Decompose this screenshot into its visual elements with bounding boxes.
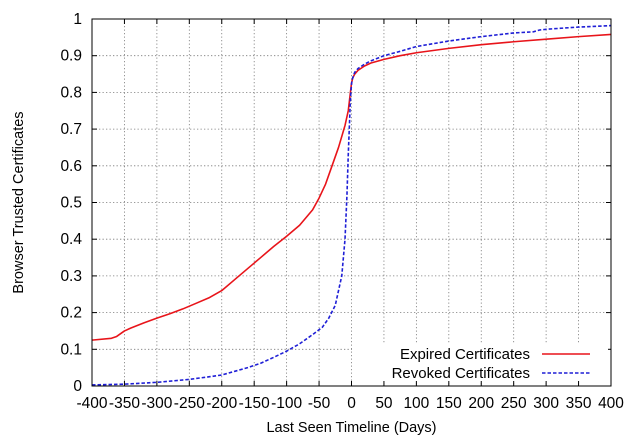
- x-tick-label: -100: [271, 395, 302, 412]
- y-tick-label: 0.3: [60, 268, 82, 285]
- y-tick-label: 1: [73, 11, 82, 28]
- x-tick-label: -50: [308, 395, 331, 412]
- y-tick-label: 0: [73, 378, 82, 395]
- y-tick-label: 0.4: [60, 231, 82, 248]
- axis-ticks: [91, 18, 612, 387]
- legend: Expired Certificates Revoked Certificate…: [352, 343, 608, 382]
- legend-background: [352, 343, 608, 381]
- x-tick-label: -400: [76, 395, 107, 412]
- x-tick-labels: -400 -350 -300 -250 -200 -150 -100 -50 0 50 100 150…: [76, 395, 624, 412]
- series-line-revoked: [91, 24, 612, 386]
- x-tick-label: 100: [403, 395, 429, 412]
- y-tick-label: 0.7: [60, 121, 82, 138]
- y-tick-label: 0.9: [60, 48, 82, 65]
- x-tick-label: 150: [436, 395, 462, 412]
- series-line-expired: [91, 33, 612, 341]
- y-tick-labels: 0 0.1 0.2 0.3 0.4 0.5 0.6 0.7 0.8 0.9 1: [60, 11, 82, 395]
- x-tick-label: 250: [501, 395, 527, 412]
- y-tick-label: 0.2: [60, 305, 82, 322]
- grid: [92, 19, 611, 386]
- x-tick-label: 0: [347, 395, 356, 412]
- x-tick-label: 300: [533, 395, 559, 412]
- x-tick-label: -300: [141, 395, 172, 412]
- x-tick-label: 350: [566, 395, 592, 412]
- series-lines: [91, 24, 612, 386]
- x-tick-label: 400: [598, 395, 624, 412]
- x-tick-label: 200: [468, 395, 494, 412]
- x-axis-label: Last Seen Timeline (Days): [266, 420, 436, 436]
- y-tick-label: 0.6: [60, 158, 82, 175]
- x-tick-label: -150: [239, 395, 270, 412]
- y-axis-label: Browser Trusted Certificates: [11, 111, 27, 293]
- legend-label-expired: Expired Certificates: [400, 346, 530, 363]
- legend-label-revoked: Revoked Certificates: [392, 365, 530, 382]
- x-tick-label: -350: [109, 395, 140, 412]
- y-tick-label: 0.5: [60, 195, 82, 212]
- x-tick-label: 50: [375, 395, 393, 412]
- x-tick-label: -200: [206, 395, 237, 412]
- y-tick-label: 0.1: [60, 341, 82, 358]
- y-tick-label: 0.8: [60, 84, 82, 101]
- x-tick-label: -250: [174, 395, 205, 412]
